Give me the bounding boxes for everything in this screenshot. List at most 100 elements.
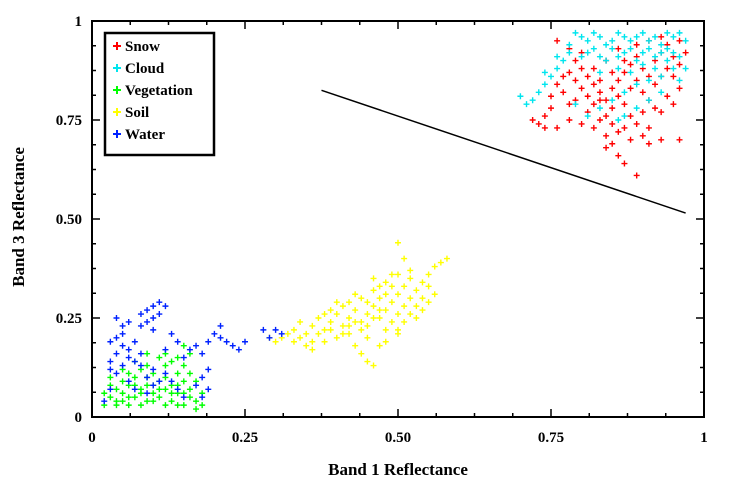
data-point <box>303 342 310 349</box>
data-point <box>603 97 610 104</box>
data-point <box>199 394 206 401</box>
data-point <box>370 303 377 310</box>
data-point <box>388 283 395 290</box>
y-tick-label: 1 <box>75 14 83 30</box>
data-point <box>156 394 163 401</box>
data-point <box>168 390 175 397</box>
data-point <box>676 85 683 92</box>
data-point <box>621 57 628 64</box>
data-point <box>572 77 579 84</box>
data-point <box>346 315 353 321</box>
data-point <box>670 33 677 40</box>
data-point <box>554 37 561 44</box>
data-point <box>395 271 401 278</box>
data-point <box>223 338 230 345</box>
data-point <box>560 73 567 80</box>
data-point <box>137 362 144 369</box>
data-point <box>168 398 175 405</box>
data-point <box>609 85 616 92</box>
reference-line <box>321 89 686 214</box>
data-point <box>321 326 328 333</box>
data-point <box>156 311 163 318</box>
data-point <box>370 287 377 294</box>
data-point <box>627 37 634 44</box>
data-point <box>523 101 530 108</box>
data-point <box>162 402 169 409</box>
data-point <box>376 342 383 349</box>
data-point <box>633 105 640 112</box>
data-point <box>401 318 408 325</box>
data-point <box>670 73 677 80</box>
data-point <box>144 362 151 369</box>
data-point <box>205 386 212 393</box>
data-point <box>162 386 169 393</box>
data-point <box>645 124 652 131</box>
data-point <box>639 49 646 56</box>
data-point <box>596 69 603 76</box>
data-point <box>682 49 689 56</box>
data-point <box>339 330 346 337</box>
data-point <box>131 338 138 345</box>
data-point <box>388 318 395 325</box>
data-point <box>113 386 120 393</box>
data-point <box>205 338 212 345</box>
data-point <box>174 338 181 345</box>
data-point <box>107 394 114 401</box>
data-point <box>125 354 132 361</box>
data-point <box>266 334 273 341</box>
data-point <box>107 386 114 393</box>
data-point <box>633 41 640 48</box>
data-point <box>370 315 377 321</box>
data-point <box>639 29 646 36</box>
data-point <box>119 390 126 397</box>
data-point <box>315 315 322 321</box>
data-point <box>596 105 603 112</box>
data-point <box>137 322 144 329</box>
series-vegetation <box>101 342 206 413</box>
data-point <box>370 275 377 282</box>
data-point <box>652 105 659 112</box>
x-tick-label: 0.50 <box>385 430 411 446</box>
data-point <box>339 303 346 310</box>
x-tick-label: 1 <box>700 430 708 446</box>
data-point <box>364 311 371 318</box>
data-point <box>333 334 340 341</box>
data-point <box>596 97 603 104</box>
x-tick-label: 0.75 <box>538 430 564 446</box>
data-point <box>168 378 175 385</box>
data-point <box>303 330 310 337</box>
data-point <box>554 65 561 72</box>
data-point <box>290 338 297 345</box>
data-point <box>590 65 597 72</box>
data-point <box>443 255 450 262</box>
data-point <box>327 326 334 333</box>
data-point <box>676 37 683 44</box>
series-cloud <box>517 29 689 123</box>
data-point <box>633 33 640 40</box>
data-point <box>180 362 187 369</box>
data-point <box>395 239 401 246</box>
legend-marker <box>113 108 121 116</box>
data-point <box>566 41 573 48</box>
data-point <box>572 101 579 108</box>
data-point <box>101 390 108 397</box>
data-point <box>621 113 628 120</box>
data-point <box>621 69 628 76</box>
data-point <box>272 338 279 345</box>
data-point <box>578 85 585 92</box>
data-point <box>529 97 536 104</box>
data-point <box>364 334 371 341</box>
plot-frame <box>91 20 705 418</box>
data-point <box>413 315 420 321</box>
data-point <box>572 29 579 36</box>
data-point <box>333 311 340 318</box>
data-point <box>131 374 138 381</box>
x-tick-label: 0.25 <box>232 430 258 446</box>
data-point <box>639 132 646 139</box>
data-point <box>382 291 389 298</box>
data-point <box>645 140 652 147</box>
data-point <box>229 342 236 349</box>
data-point <box>639 109 646 116</box>
data-point <box>186 386 193 393</box>
data-point <box>150 303 157 310</box>
